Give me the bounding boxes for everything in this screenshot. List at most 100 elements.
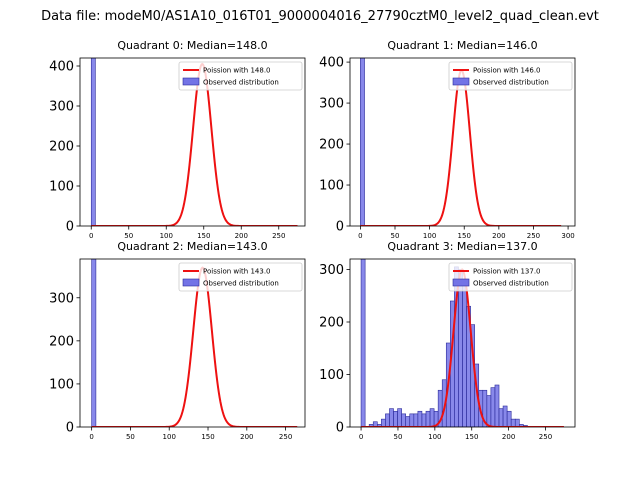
legend-bar-swatch [452,77,470,86]
legend-label-poisson: Poission with 148.0 [203,67,271,75]
histogram-bar [376,214,380,226]
axes-frame [79,258,306,428]
y-tick-label: 300 [49,100,74,115]
histogram-bar [413,178,417,226]
x-tick-label: 50 [126,433,135,441]
histogram-bar [429,293,433,427]
histogram-bar [454,212,458,226]
x-tick-label: 200 [235,232,248,240]
x-tick-label: 100 [160,232,173,240]
histogram-bar [409,413,415,427]
histogram-bar [90,58,96,226]
histogram-bar [401,413,406,427]
legend-label-observed: Observed distribution [203,280,279,288]
poisson-curve [91,266,298,427]
y-tick-label: 200 [319,138,344,153]
subplot-title: Quadrant 2: Median=143.0 [117,240,267,253]
subplot-grid: Quadrant 0: Median=148.0 0 50 100 150 200 250 0… [49,39,576,441]
histogram-bar [368,219,372,226]
legend-bar-swatch [182,278,200,287]
x-tick-label: 50 [391,232,400,240]
x-tick-label: 250 [539,433,552,441]
poisson-curve [360,69,562,226]
plot-area [90,58,471,226]
histogram-bar [424,311,428,427]
histogram-bar [393,410,398,427]
histogram-bar [417,192,421,226]
histogram-bar [389,408,394,427]
legend-label-observed: Observed distribution [203,79,279,87]
x-tick-label: 250 [272,232,285,240]
histogram-bar [458,269,463,427]
figure-title: Data file: modeM0/AS1A10_016T01_90000040… [41,9,599,24]
histogram-bar [502,405,508,427]
subplot-title: Quadrant 1: Median=146.0 [387,39,537,52]
legend-frame [178,61,303,91]
histogram-bar [506,410,512,427]
x-tick-label: 200 [240,433,253,441]
legend-label-observed: Observed distribution [473,79,549,87]
histogram-bar [380,180,384,226]
histogram-bar [384,140,388,226]
x-tick-label: 300 [561,232,574,240]
y-tick-label: 400 [49,60,74,75]
x-tick-label: 0 [89,232,93,240]
y-tick-label: 100 [319,179,344,194]
histogram-bar [405,416,411,427]
subplot-quadrant-1: Quadrant 1: Median=146.0 0 50 100 150 200 250 3… [319,39,576,240]
legend-label-poisson: Poission with 137.0 [473,268,541,276]
x-tick-label: 150 [201,433,214,441]
subplot-title: Quadrant 0: Median=148.0 [117,39,267,52]
histogram-bar [401,82,405,226]
plot-area [91,259,433,427]
x-tick-label: 150 [458,232,471,240]
x-tick-label: 150 [465,433,478,441]
histogram-bar [397,408,402,427]
legend: Poission with 137.0 Observed distribution [448,262,573,292]
subplot-title: Quadrant 3: Median=137.0 [387,240,537,253]
histogram-bar [372,218,376,226]
x-tick-label: 0 [89,433,93,441]
subplot-quadrant-0: Quadrant 0: Median=148.0 0 50 100 150 200 250 0… [49,39,471,240]
histogram-bar [446,206,450,226]
histogram-bar [91,259,97,427]
legend-label-poisson: Poission with 146.0 [473,67,541,75]
histogram-bar [397,72,401,226]
subplot-quadrant-2: Quadrant 2: Median=143.0 0 50 100 150 200 250 0… [49,240,433,441]
y-tick-label: 0 [66,220,74,235]
legend-bar-swatch [182,77,200,86]
y-tick-label: 200 [49,334,74,349]
histogram-bar [385,413,390,427]
legend-frame [448,61,573,91]
y-tick-label: 300 [319,97,344,112]
y-tick-label: 0 [66,421,74,436]
x-tick-label: 150 [197,232,210,240]
histogram-bar [514,418,520,427]
x-tick-label: 200 [492,232,505,240]
histogram-bar [392,100,396,226]
histogram-bar [360,58,365,226]
histogram-bar [467,223,471,226]
y-tick-label: 200 [49,140,74,155]
y-tick-label: 100 [49,180,74,195]
histogram-bar [434,190,438,226]
x-tick-label: 250 [527,232,540,240]
legend: Poission with 143.0 Observed distribution [178,262,303,292]
histogram-bar [425,198,429,226]
x-tick-label: 100 [163,433,176,441]
histogram-bar [458,216,462,226]
axes-frame [349,258,576,428]
x-tick-label: 100 [423,232,436,240]
histogram-bar [463,220,467,226]
y-tick-label: 300 [319,263,344,278]
x-tick-label: 200 [502,433,515,441]
y-tick-label: 0 [336,421,344,436]
y-tick-label: 300 [49,291,74,306]
axes-frame [349,57,576,227]
histogram-bar [498,408,504,427]
legend-label-poisson: Poission with 143.0 [203,268,271,276]
x-tick-label: 50 [124,232,133,240]
histogram-bar [417,410,423,427]
subplot-quadrant-3: Quadrant 3: Median=137.0 0 50 100 150 200 250 0… [319,240,576,441]
legend: Poission with 148.0 Observed distribution [178,61,303,91]
